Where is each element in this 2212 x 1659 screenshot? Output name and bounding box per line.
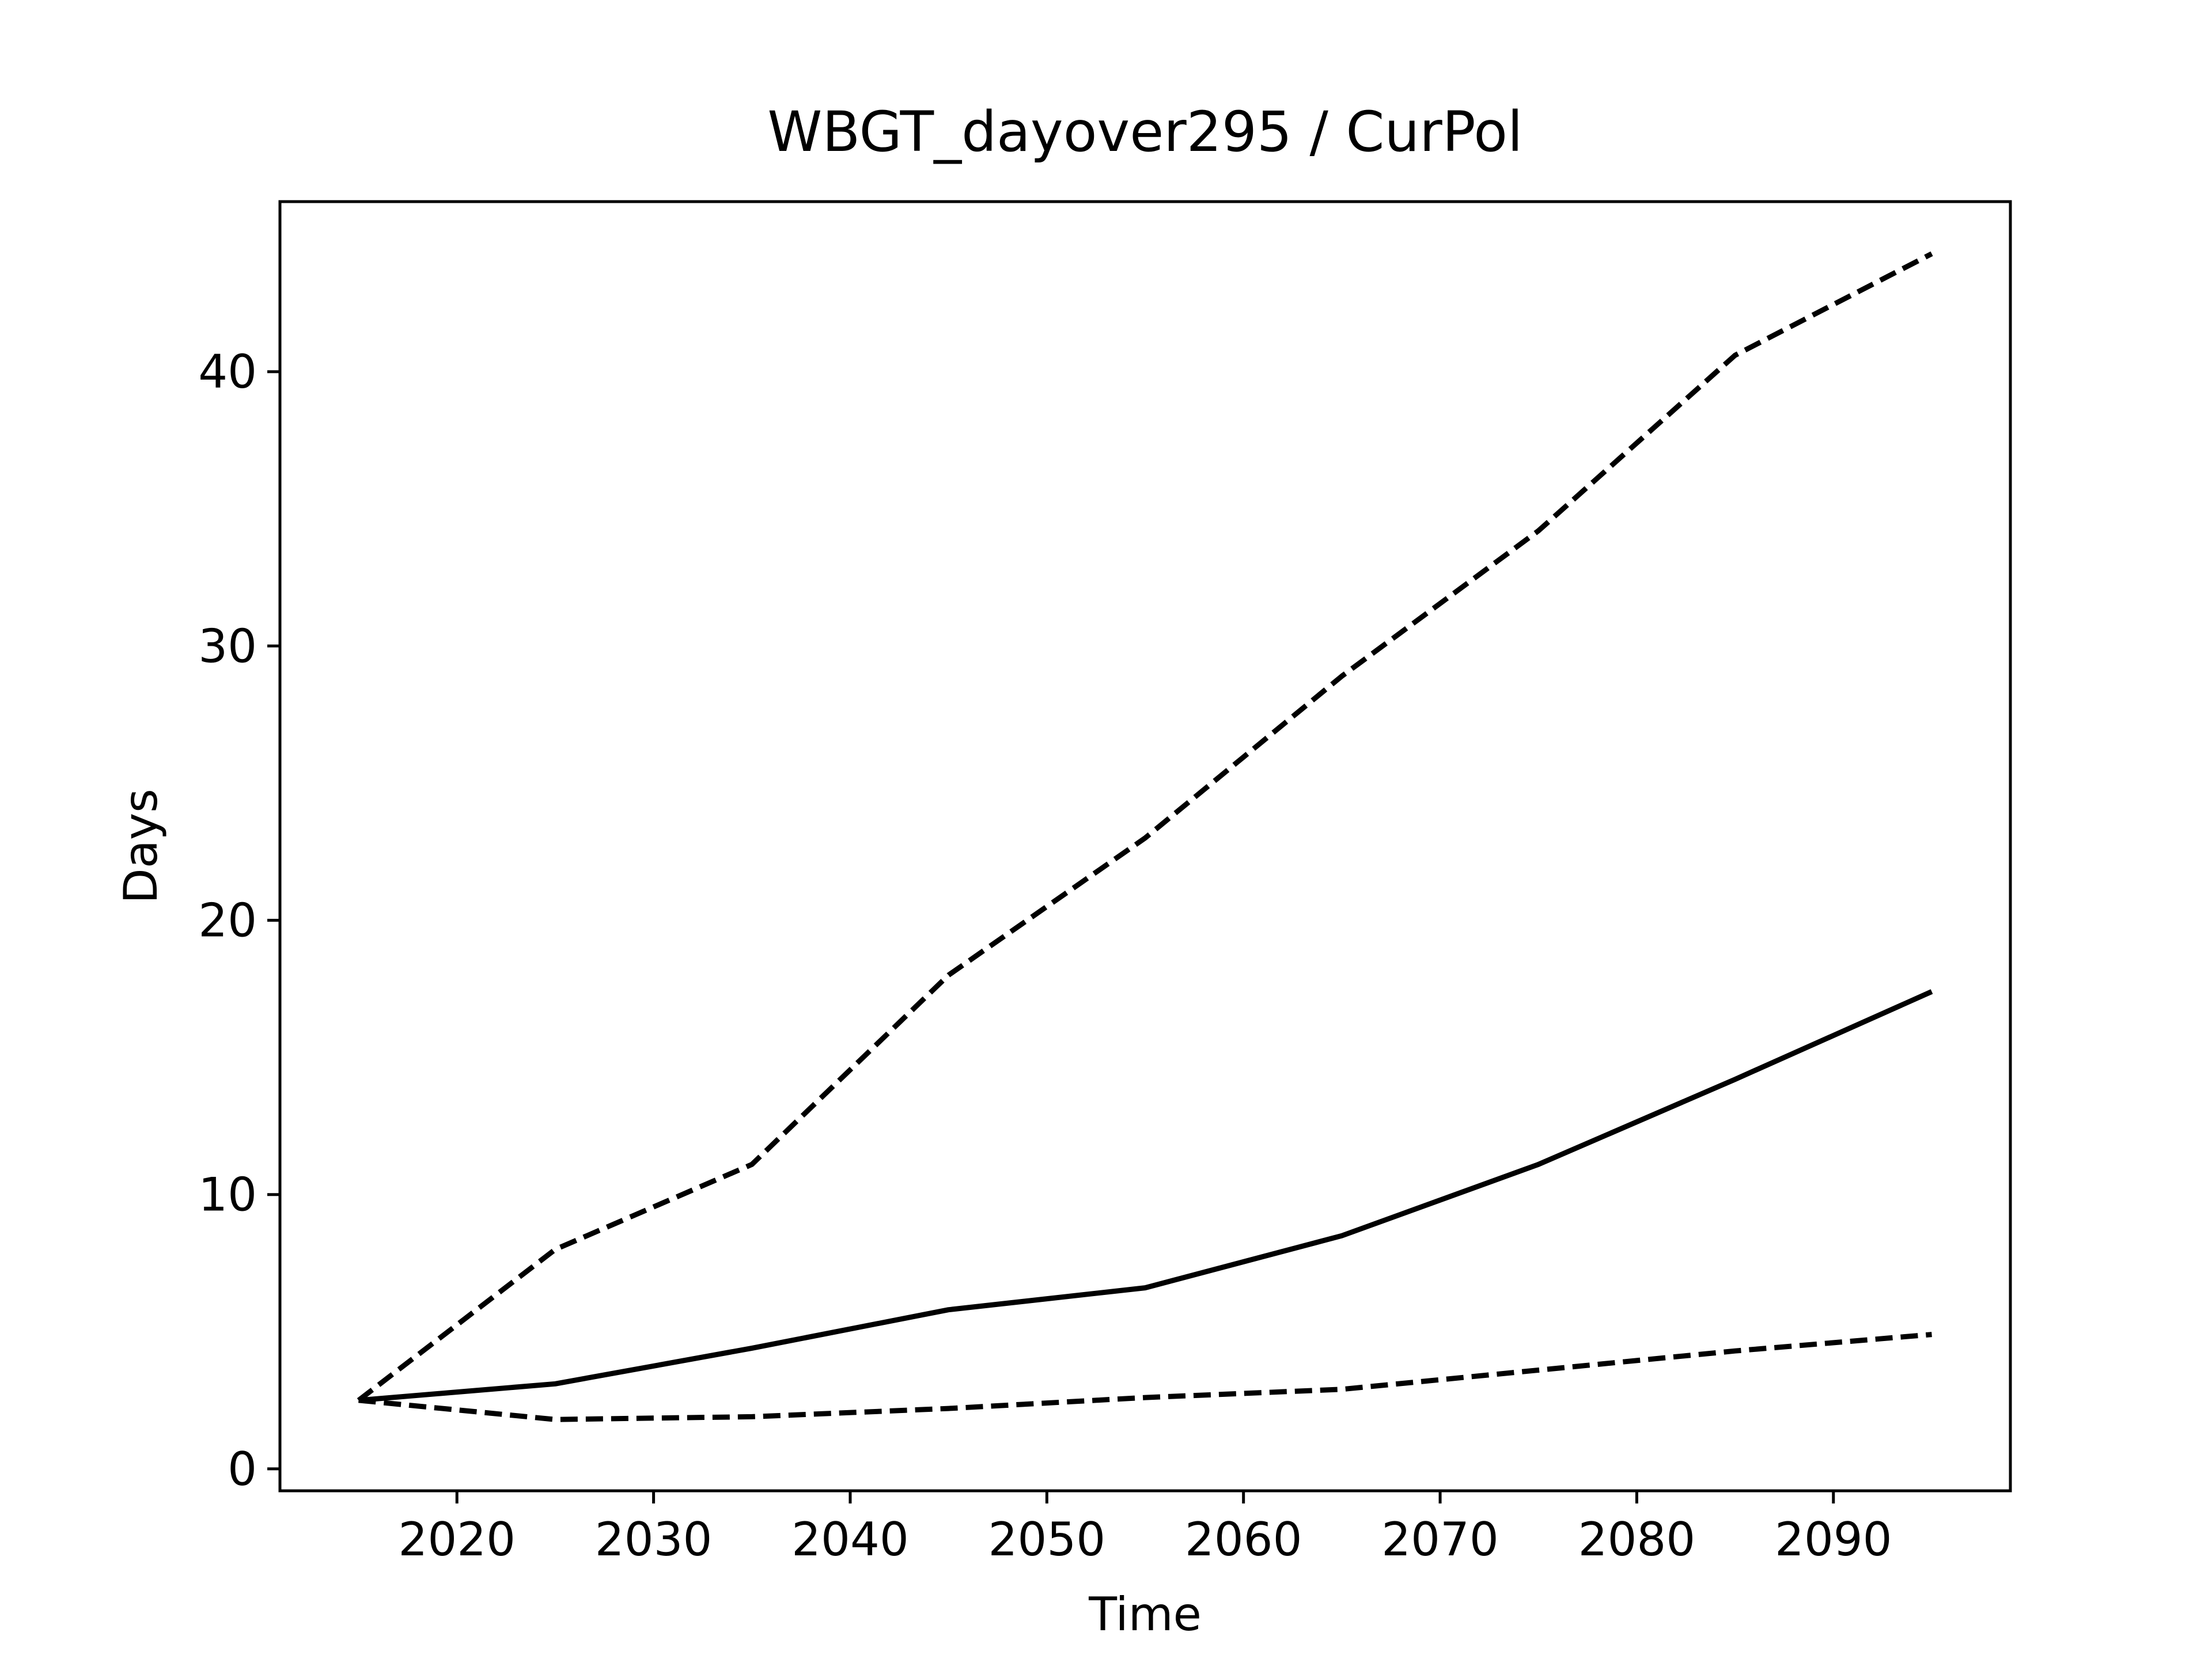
y-axis-label: Days: [114, 789, 168, 904]
plot-frame: [278, 200, 2012, 1493]
y-tick-label: 0: [228, 1442, 257, 1496]
chart-title: WBGT_dayover295 / CurPol: [767, 100, 1522, 164]
x-tick-label: 2060: [1185, 1513, 1302, 1566]
x-tick-label: 2030: [595, 1513, 713, 1566]
x-tick-label: 2090: [1775, 1513, 1892, 1566]
y-axis: 0 10 20 30 40: [198, 345, 280, 1496]
x-tick-label: 2040: [791, 1513, 909, 1566]
x-axis-label: Time: [1088, 1588, 1202, 1641]
series-line-1: [357, 251, 1933, 1403]
y-tick-label: 40: [198, 345, 257, 399]
x-tick-label: 2070: [1381, 1513, 1499, 1566]
x-tick-label: 2050: [988, 1513, 1106, 1566]
y-tick-label: 30: [198, 619, 257, 673]
y-tick-label: 10: [198, 1168, 257, 1222]
x-tick-label: 2080: [1578, 1513, 1696, 1566]
series-layer: [357, 251, 1933, 1422]
series-line-2: [358, 989, 1933, 1403]
series-line-3: [358, 1332, 1932, 1422]
x-axis: 2020 2030 2040 2050 2060 2070 2080 2090: [398, 1491, 1892, 1566]
x-tick-label: 2020: [398, 1513, 516, 1566]
y-tick-label: 20: [198, 894, 257, 948]
